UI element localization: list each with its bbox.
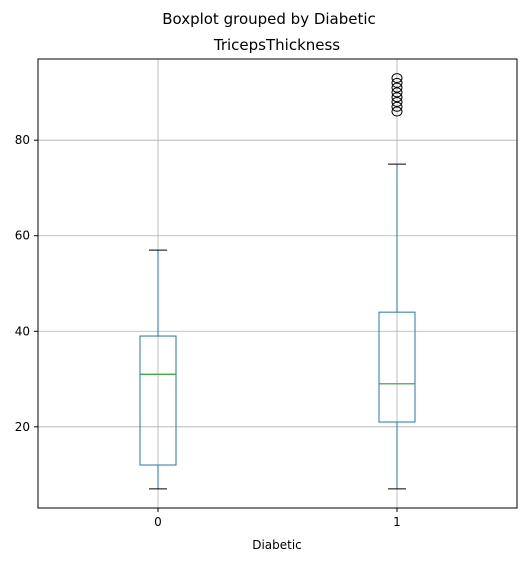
x-tick-label: 1 — [393, 515, 401, 529]
iqr-box — [139, 335, 177, 466]
outlier-point — [391, 82, 403, 93]
x-tick-label: 0 — [154, 515, 162, 529]
outlier-point — [391, 92, 403, 103]
iqr-box — [378, 311, 416, 423]
x-axis-label: Diabetic — [252, 538, 302, 552]
box-group — [139, 249, 177, 490]
outlier-point — [391, 101, 403, 112]
outlier-point — [391, 106, 403, 117]
y-tick-label: 40 — [15, 324, 30, 338]
box-group — [378, 73, 416, 490]
grid-lines — [38, 59, 517, 508]
outlier-point — [391, 77, 403, 88]
y-tick-label: 20 — [15, 420, 30, 434]
chart-title: TricepsThickness — [213, 36, 340, 54]
boxes — [139, 73, 416, 490]
chart-suptitle: Boxplot grouped by Diabetic — [162, 10, 376, 28]
outlier-point — [391, 96, 403, 107]
y-tick-label: 80 — [15, 133, 30, 147]
outlier-point — [391, 87, 403, 98]
axis-ticks: 20 40 60 80 0 1 — [15, 133, 401, 529]
plot-area-frame — [37, 58, 518, 509]
outlier-point — [391, 73, 403, 84]
y-tick-label: 60 — [15, 229, 30, 243]
